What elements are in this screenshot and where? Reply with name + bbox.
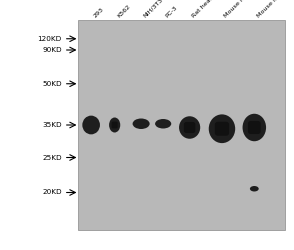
Ellipse shape [155, 119, 171, 128]
Text: 293: 293 [93, 7, 105, 19]
Ellipse shape [109, 118, 120, 132]
FancyBboxPatch shape [248, 121, 261, 134]
Text: 120KD: 120KD [38, 36, 62, 42]
Ellipse shape [250, 186, 259, 192]
Text: 35KD: 35KD [42, 122, 62, 128]
Ellipse shape [82, 116, 100, 134]
Text: 50KD: 50KD [42, 81, 62, 87]
Text: Mouse heart: Mouse heart [223, 0, 255, 19]
Text: 25KD: 25KD [42, 154, 62, 160]
Text: Mouse liver: Mouse liver [256, 0, 285, 19]
FancyBboxPatch shape [215, 122, 229, 136]
Text: 20KD: 20KD [42, 190, 62, 196]
Ellipse shape [209, 114, 235, 143]
Text: 90KD: 90KD [42, 47, 62, 53]
FancyBboxPatch shape [184, 122, 195, 133]
Ellipse shape [179, 116, 200, 139]
Ellipse shape [133, 118, 150, 129]
Text: NIH/3T3: NIH/3T3 [143, 0, 164, 19]
Text: K562: K562 [116, 4, 131, 19]
FancyBboxPatch shape [112, 122, 118, 128]
Text: Rat heart: Rat heart [191, 0, 216, 19]
Text: PC-3: PC-3 [165, 5, 178, 19]
Ellipse shape [243, 114, 266, 141]
FancyBboxPatch shape [78, 20, 285, 230]
